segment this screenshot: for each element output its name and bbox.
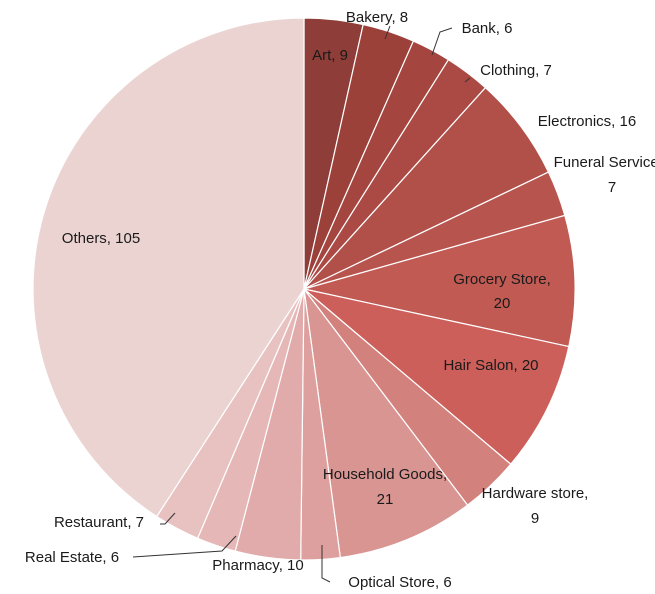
pie-slice-grocery-store: [303, 214, 576, 348]
slice-label: Funeral Services,7: [554, 154, 655, 196]
pie-slice-household-goods: [303, 286, 469, 559]
leader-line: [464, 77, 471, 83]
leader-line: [431, 27, 453, 56]
pie-slice-others: [32, 17, 305, 518]
slice-label: Hair Salon, 20: [443, 357, 538, 374]
pie-slices: [32, 17, 576, 561]
slice-label: Pharmacy, 10: [212, 557, 303, 574]
slice-label: Restaurant, 7: [54, 514, 144, 531]
slice-label: Others, 105: [62, 230, 140, 247]
slice-label: Grocery Store, 20: [453, 271, 551, 312]
slice-label: Bank, 6: [462, 20, 513, 37]
slice-label: Electronics, 16: [538, 113, 636, 130]
slice-label: Hardware store, 9: [482, 485, 589, 527]
leader-line: [132, 535, 237, 558]
slice-label: Real Estate, 6: [25, 549, 119, 566]
slice-label: Bakery, 8: [346, 9, 408, 26]
pie-slice-hair-salon: [303, 288, 570, 466]
slice-label: Art, 9: [312, 47, 348, 64]
slice-label: Household Goods, 21: [323, 466, 447, 508]
leader-line: [321, 545, 331, 583]
leader-line: [160, 512, 176, 525]
slice-label: Clothing, 7: [480, 62, 552, 79]
slice-labels: Art, 9 Bakery, 8 Bank, 6 Clothing, 7 Electro…: [25, 9, 655, 591]
slice-label: Optical Store, 6: [348, 574, 451, 591]
leader-lines: [132, 25, 471, 583]
leader-line: [384, 25, 391, 40]
